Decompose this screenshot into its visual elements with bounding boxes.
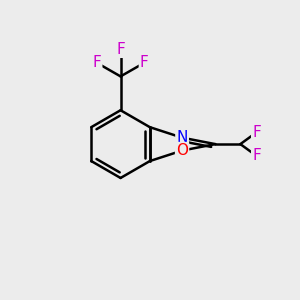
Text: F: F <box>116 42 125 57</box>
Text: F: F <box>140 55 148 70</box>
Text: F: F <box>252 125 261 140</box>
Text: F: F <box>252 148 261 164</box>
Text: F: F <box>92 55 101 70</box>
Text: O: O <box>176 143 188 158</box>
Text: N: N <box>176 130 188 145</box>
